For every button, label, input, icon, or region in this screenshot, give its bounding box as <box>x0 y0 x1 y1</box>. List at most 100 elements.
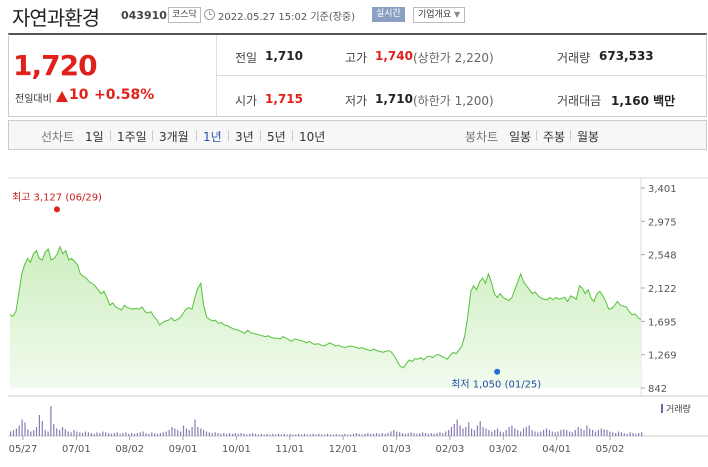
candle-chart-label: 봉차트 <box>465 130 499 144</box>
volume-bar <box>237 433 239 437</box>
x-tick-label: 05/27 <box>9 444 38 455</box>
volume-bar <box>589 428 591 436</box>
volume-bar <box>231 433 234 437</box>
volume-bar <box>436 433 438 436</box>
volume-bar <box>502 432 504 437</box>
volume-bar <box>154 433 156 436</box>
volume-bar <box>520 431 522 436</box>
volume-bar <box>479 421 481 436</box>
volume-bar <box>638 433 640 436</box>
volume-bar <box>491 431 493 436</box>
tab-weekly[interactable]: 주봉 <box>543 130 566 144</box>
tab-3m[interactable]: 3개월 <box>159 130 189 144</box>
volume-bar <box>67 431 69 436</box>
volume-bar <box>194 419 196 436</box>
volume-bar <box>318 433 320 437</box>
divider <box>228 130 229 141</box>
x-tick-label: 01/03 <box>382 444 411 455</box>
y-tick-label: 2,122 <box>648 284 677 295</box>
volume-bar <box>289 433 291 437</box>
volume-bar <box>424 433 427 436</box>
high-value: 1,740 <box>375 49 413 63</box>
volume-bar <box>433 433 435 437</box>
volume-bar <box>119 433 121 437</box>
lower-limit: (하한가 1,200) <box>413 94 494 108</box>
volume-bar <box>580 428 582 436</box>
volume-bar <box>488 430 490 436</box>
volume-bar <box>21 419 23 436</box>
volume-bar <box>102 431 104 436</box>
divider <box>216 35 217 117</box>
volume-bar <box>47 431 49 436</box>
volume-bar <box>269 434 271 436</box>
volume-bar <box>508 427 510 436</box>
volume-bar <box>243 433 245 437</box>
volume-bar <box>33 430 35 436</box>
volume-bar <box>367 433 369 436</box>
volume-bar <box>453 424 455 436</box>
open-label: 시가 <box>235 94 258 108</box>
volume-bar <box>381 433 383 436</box>
volume-bar <box>41 421 43 436</box>
volume-bar <box>64 429 66 437</box>
realtime-button[interactable]: 실시간 <box>372 7 405 22</box>
volume-bar <box>200 428 202 436</box>
tab-1y[interactable]: 1년 <box>203 130 222 144</box>
volume-bar <box>84 431 87 436</box>
volume-bar <box>168 430 170 436</box>
volume-bar <box>12 430 15 436</box>
stock-header: 자연과환경 043910 코스닥 2022.05.27 15:02 기준(장중)… <box>0 0 708 32</box>
volume-bar <box>422 432 424 437</box>
volume-bar <box>583 430 585 436</box>
x-axis: 05/27 07/01 08/02 09/01 10/01 11/01 12/01 01/03… <box>9 436 624 455</box>
volume-bar <box>545 428 548 436</box>
volume-bar <box>197 427 199 436</box>
volume-bar <box>280 434 282 436</box>
change-percent: +0.58% <box>94 87 155 103</box>
tab-daily[interactable]: 일봉 <box>509 130 532 144</box>
volume-bar <box>272 433 274 437</box>
volume-bar <box>641 432 643 437</box>
y-tick-label: 2,548 <box>648 251 677 262</box>
volume-bar <box>450 427 452 436</box>
volume-bar <box>30 431 32 436</box>
volume-bar <box>560 430 562 436</box>
volume-bar <box>303 433 306 437</box>
tab-5y[interactable]: 5년 <box>267 130 286 144</box>
volume-bar <box>145 433 147 436</box>
volume-bar <box>430 433 432 436</box>
tab-monthly[interactable]: 월봉 <box>577 130 600 144</box>
volume-bar <box>257 434 259 436</box>
volume-bar <box>577 427 579 436</box>
volume-bar <box>312 433 314 437</box>
tab-1d[interactable]: 1일 <box>85 130 104 144</box>
volume-bar <box>122 433 124 436</box>
volume-bar <box>128 433 130 437</box>
volume-bar <box>401 433 404 436</box>
volume-bar <box>548 430 550 436</box>
volume-bar <box>76 431 78 436</box>
volume-bar <box>286 434 288 436</box>
volume-bar <box>260 433 262 437</box>
volume-bar <box>188 430 190 436</box>
tab-1w[interactable]: 1주일 <box>117 130 147 144</box>
stock-code: 043910 <box>121 9 167 22</box>
volume-bar <box>56 428 58 436</box>
tab-3y[interactable]: 3년 <box>235 130 254 144</box>
volume-bar <box>350 434 352 436</box>
open-value: 1,715 <box>265 92 303 106</box>
y-tick-label: 2,975 <box>648 217 677 228</box>
company-overview-dropdown[interactable]: 기업개요 ▼ <box>413 7 466 23</box>
volume-bar <box>459 425 461 436</box>
y-tick-label: 1,695 <box>648 317 677 328</box>
volume-bar <box>352 433 355 437</box>
volume-bar <box>456 419 458 436</box>
price-chart: 3,401 2,975 2,548 2,122 1,695 1,269 842 최고 3,1… <box>8 177 708 455</box>
volume-bars <box>10 406 643 437</box>
volume-bar <box>205 431 208 436</box>
tab-10y[interactable]: 10년 <box>299 130 326 144</box>
volume-bar <box>229 433 231 436</box>
x-tick-label: 10/01 <box>222 444 251 455</box>
volume-bar <box>298 433 300 437</box>
company-overview-label: 기업개요 <box>418 10 452 20</box>
